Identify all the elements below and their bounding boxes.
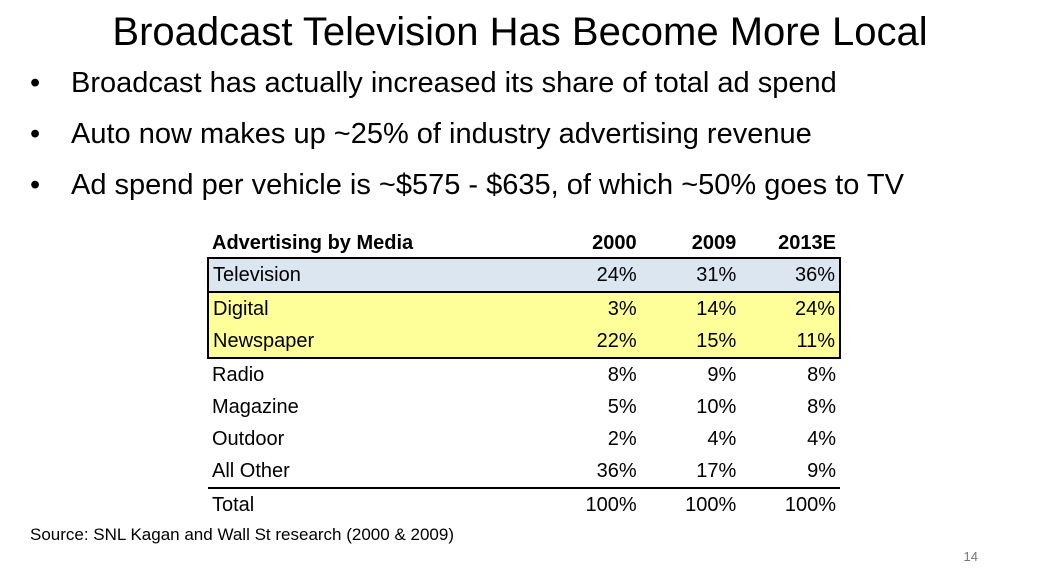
bullet-text: Broadcast has actually increased its sha… xyxy=(71,67,837,99)
cell-2000: 24% xyxy=(540,257,641,293)
cell-2000: 2% xyxy=(607,427,637,450)
table-row-all-other: All Other 36% 17% 9% xyxy=(208,455,840,488)
table-header-row: Advertising by Media 2000 2009 2013E xyxy=(208,229,840,258)
column-header: Advertising by Media xyxy=(212,232,414,254)
row-label: Digital xyxy=(207,291,541,325)
cell-2009: 10% xyxy=(696,395,737,418)
cell-2013e: 100% xyxy=(740,487,840,521)
cell-2013e: 4% xyxy=(807,427,836,450)
cell-2000: 3% xyxy=(540,291,641,325)
column-header: 2013E xyxy=(778,232,836,254)
bullet-dot: • xyxy=(30,118,41,150)
row-label: Television xyxy=(207,257,541,293)
table-row-television: Television 24% 31% 36% xyxy=(207,257,841,293)
bullet-dot: • xyxy=(30,67,41,99)
column-header: 2000 xyxy=(592,232,637,254)
slide-title: Broadcast Television Has Become More Loc… xyxy=(112,10,928,54)
table-row-total: Total 100% 100% 100% xyxy=(208,487,840,521)
column-header: 2009 xyxy=(691,232,737,254)
row-label: All Other xyxy=(212,459,290,482)
table-row-digital: Digital 3% 14% 24% xyxy=(207,291,841,325)
cell-2013e: 9% xyxy=(807,459,836,482)
cell-2009: 15% xyxy=(640,325,741,359)
table-row-radio: Radio 8% 9% 8% xyxy=(208,358,840,391)
page-number: 14 xyxy=(963,549,978,564)
row-label: Radio xyxy=(212,363,265,386)
table-row-outdoor: Outdoor 2% 4% 4% xyxy=(208,423,840,455)
cell-2000: 22% xyxy=(540,325,641,359)
source-note: Source: SNL Kagan and Wall St research (… xyxy=(30,525,454,544)
cell-2000: 5% xyxy=(607,395,637,418)
cell-2013e: 8% xyxy=(807,363,836,386)
row-label: Outdoor xyxy=(212,427,285,450)
cell-2013e: 11% xyxy=(740,325,841,359)
cell-2009: 17% xyxy=(696,459,737,482)
cell-2013e: 8% xyxy=(807,395,836,418)
advertising-by-media-table: Advertising by Media 2000 2009 2013E Tel… xyxy=(207,229,841,521)
cell-2000: 36% xyxy=(596,459,637,482)
cell-2000: 8% xyxy=(607,363,637,386)
bullet-text: Auto now makes up ~25% of industry adver… xyxy=(71,118,812,150)
cell-2009: 4% xyxy=(707,427,737,450)
table-row-magazine: Magazine 5% 10% 8% xyxy=(208,391,840,423)
cell-2009: 100% xyxy=(640,487,741,521)
bullet-dot: • xyxy=(30,169,41,201)
bullet-text: Ad spend per vehicle is ~$575 - $635, of… xyxy=(71,169,904,201)
table-row-newspaper: Newspaper 22% 15% 11% xyxy=(207,325,841,359)
cell-2009: 31% xyxy=(640,257,741,293)
row-label: Total xyxy=(208,487,541,521)
cell-2000: 100% xyxy=(540,487,641,521)
cell-2009: 14% xyxy=(640,291,741,325)
row-label: Magazine xyxy=(212,395,299,418)
cell-2013e: 36% xyxy=(740,257,841,293)
cell-2009: 9% xyxy=(707,363,737,386)
cell-2013e: 24% xyxy=(740,291,841,325)
row-label: Newspaper xyxy=(207,325,541,359)
